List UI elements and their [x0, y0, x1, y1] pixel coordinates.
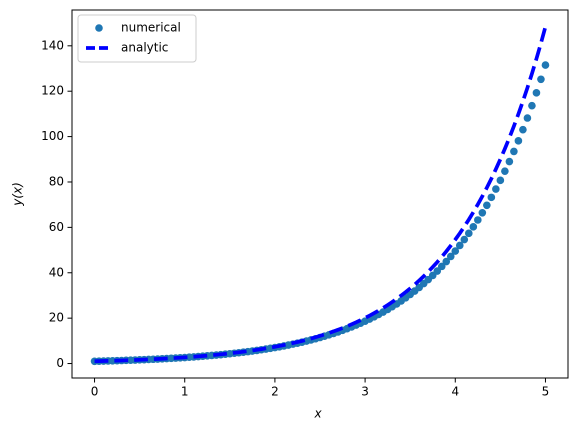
data-point [469, 223, 478, 231]
legend-label: analytic [121, 41, 168, 55]
plot-area [90, 26, 550, 366]
data-point [523, 114, 532, 122]
y-tick-label: 140 [41, 38, 64, 52]
x-tick-label: 5 [542, 385, 550, 399]
axes-frame [71, 9, 569, 379]
legend-label: numerical [121, 21, 181, 35]
data-point [492, 185, 500, 193]
data-line [94, 26, 548, 364]
x-tick-label: 2 [271, 385, 279, 399]
x-tick-label: 1 [181, 385, 189, 399]
legend-marker [95, 24, 103, 32]
data-point [541, 61, 550, 69]
data-point [437, 262, 446, 271]
x-tick-label: 4 [451, 385, 459, 399]
y-tick-label: 100 [41, 129, 64, 143]
data-point [455, 241, 464, 250]
x-tick-label: 3 [361, 385, 369, 399]
data-point [487, 193, 496, 202]
data-point [442, 257, 451, 266]
data-point [510, 147, 518, 156]
data-point [496, 176, 505, 185]
y-tick-label: 80 [49, 174, 64, 188]
data-point [514, 137, 523, 145]
data-point [446, 252, 455, 261]
legend-box [77, 14, 197, 63]
y-tick-label: 0 [56, 356, 64, 370]
data-point [465, 229, 473, 238]
data-point [528, 101, 536, 110]
data-point [460, 235, 469, 244]
data-point [532, 89, 541, 97]
data-point [478, 209, 487, 217]
data-point [451, 247, 460, 255]
data-point [505, 157, 514, 166]
y-tick-label: 40 [49, 265, 64, 279]
y-axis-label: y(x) [11, 182, 25, 207]
data-point [474, 216, 482, 224]
y-tick-label: 20 [49, 311, 64, 325]
x-axis-label: x [313, 407, 322, 421]
data-point [501, 167, 509, 175]
y-tick-label: 120 [41, 84, 64, 98]
data-point [519, 125, 527, 134]
x-tick-label: 0 [91, 385, 99, 399]
data-point [483, 201, 491, 210]
y-tick-label: 60 [49, 220, 64, 234]
data-point [537, 75, 545, 84]
